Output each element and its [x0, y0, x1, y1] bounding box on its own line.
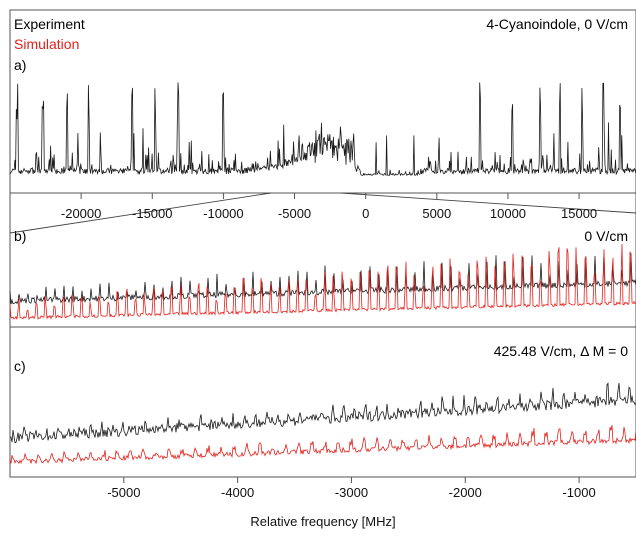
panel-a-x-tick-label: -10000 — [203, 206, 243, 221]
panel-c-x-axis: -5000 -4000 -3000 -2000 -1000 — [107, 477, 596, 500]
panel-b-experiment-trace — [9, 253, 636, 305]
panel-a-x-tick-label: 15000 — [561, 206, 597, 221]
panel-c-x-tick-label: -5000 — [107, 485, 140, 500]
panel-c-frame — [9, 326, 636, 478]
x-axis-label: Relative frequency [MHz] — [250, 514, 395, 529]
panel-c-simulation-trace — [9, 425, 636, 465]
panel-b-title: 0 V/cm — [584, 228, 628, 244]
panel-c-x-tick-label: -2000 — [449, 485, 482, 500]
panel-b-simulation-trace — [9, 243, 636, 321]
panel-a-experiment-trace — [9, 82, 636, 177]
panel-c-experiment-trace — [9, 382, 636, 444]
panel-a-x-tick-label: 10000 — [490, 206, 526, 221]
legend-experiment: Experiment — [14, 16, 85, 32]
panel-c-x-tick-label: -3000 — [335, 485, 368, 500]
panel-c-label: c) — [14, 358, 26, 374]
panel-c-title: 425.48 V/cm, Δ M = 0 — [494, 343, 628, 359]
panel-a-x-tick-label: -20000 — [61, 206, 101, 221]
legend-simulation: Simulation — [14, 36, 79, 52]
panel-a-x-tick-label: 5000 — [422, 206, 451, 221]
zoom-connector-right — [340, 192, 636, 214]
panel-a-label: a) — [14, 57, 26, 73]
panel-c-x-tick-label: -1000 — [562, 485, 595, 500]
panel-c-x-tick-label: -4000 — [221, 485, 254, 500]
panel-a-x-axis: -20000 -15000 -10000 -5000 0 5000 10000 15000 — [61, 193, 597, 221]
panel-a-x-tick-label: 0 — [362, 206, 369, 221]
panel-a-x-tick-label: -5000 — [278, 206, 311, 221]
zoom-connector-left — [9, 192, 272, 234]
panel-a-title: 4-Cyanoindole, 0 V/cm — [486, 16, 628, 32]
panel-a-x-tick-label: -15000 — [132, 206, 172, 221]
